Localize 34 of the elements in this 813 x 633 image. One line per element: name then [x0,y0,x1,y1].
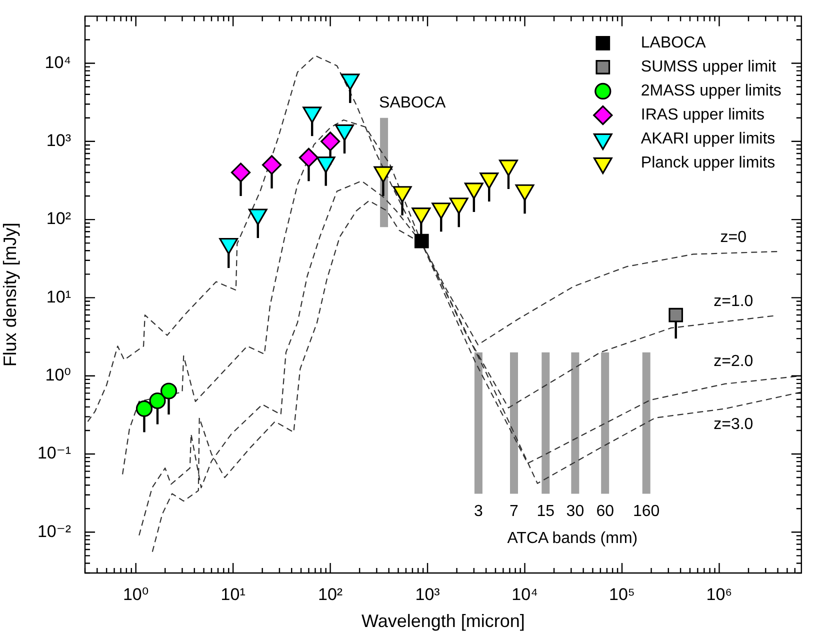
x-tick-label: 10² [318,584,343,604]
legend-label: 2MASS upper limits [640,82,782,100]
x-tick-label: 10⁵ [609,584,635,604]
legend-label: SUMSS upper limit [640,58,777,76]
legend-label: AKARI upper limits [640,130,776,148]
y-tick-label: 10² [46,209,72,228]
y-tick-label: 10¹ [46,287,72,306]
x-tick-label: 10⁴ [512,584,538,604]
y-tick-label: 10⁴ [44,52,71,72]
series-label: z=3.0 [714,416,754,434]
y-tick-label: 10³ [46,131,72,150]
annotation: ATCA bands (mm) [507,530,638,548]
series-label: 30 [566,503,584,520]
legend-label: Planck upper limits [640,154,776,172]
y-tick-label: 10⁻¹ [37,444,72,463]
legend-label: IRAS upper limits [640,106,764,124]
x-axis-title: Wavelength [micron] [361,611,525,632]
y-axis-title: Flux density [mJy] [0,222,20,367]
y-tick-label: 10⁻² [37,522,72,541]
y-tick-label: 10⁰ [45,366,72,385]
legend-label: LABOCA [640,34,706,52]
series-label: z=1.0 [714,293,754,310]
series-label: 160 [632,503,660,520]
series-label: SABOCA [379,94,446,112]
series-label: 60 [596,503,614,520]
series-label: 3 [474,503,484,520]
series-label: 7 [510,503,519,520]
x-tick-label: 10⁰ [122,584,149,604]
x-tick-label: 10¹ [220,584,246,604]
x-tick-label: 10³ [415,584,440,604]
x-tick-label: 10⁶ [706,584,732,604]
series-label: z=2.0 [714,353,754,370]
series-label: z=0 [720,228,747,246]
series-label: 15 [536,503,555,520]
